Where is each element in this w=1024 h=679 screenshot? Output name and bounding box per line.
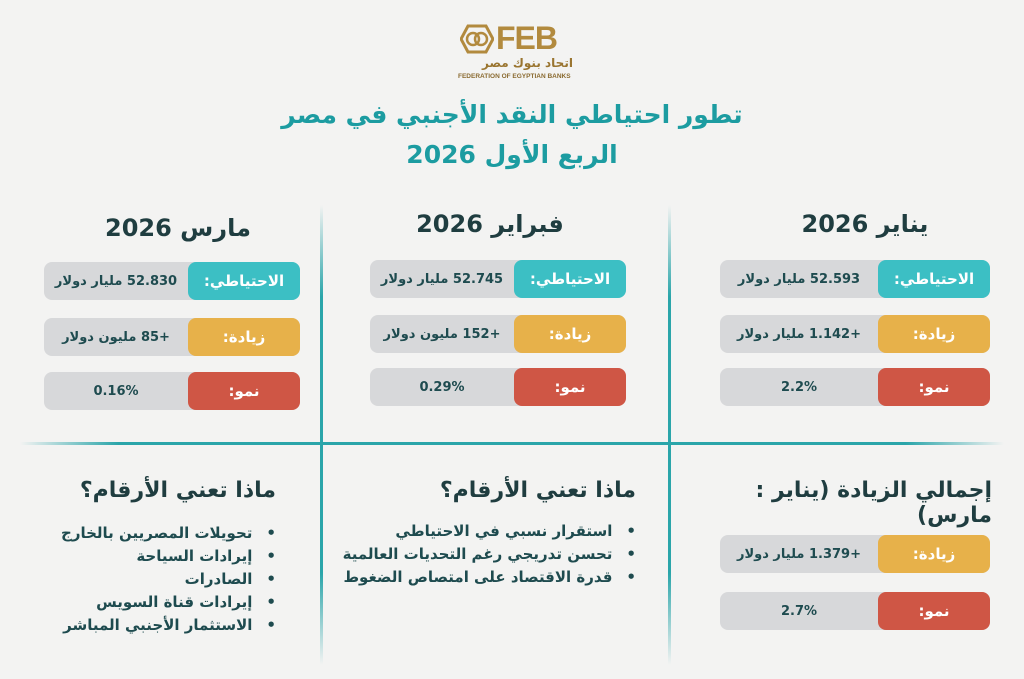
march-heading: مارس 2026 <box>105 214 251 242</box>
january-growth-row: نمو: 2.2% <box>720 368 990 406</box>
growth-value: 2.7% <box>780 603 818 619</box>
total-heading: إجمالي الزيادة (يناير : مارس) <box>755 478 993 528</box>
list-item: إيرادات السياحة <box>30 545 276 568</box>
list-item: إيرادات قناة السويس <box>30 591 276 614</box>
january-heading: يناير 2026 <box>801 210 929 238</box>
increase-value: +1.142 مليار دولار <box>736 326 862 342</box>
january-reserve-row: الاحتياطي: 52.593 مليار دولار <box>720 260 990 298</box>
march-reserve-row: الاحتياطي: 52.830 مليار دولار <box>44 262 300 300</box>
february-reserve-row: الاحتياطي: 52.745 مليار دولار <box>370 260 626 298</box>
reserve-label: الاحتياطي: <box>188 262 300 300</box>
page-subtitle: الربع الأول 2026 <box>406 140 618 169</box>
list-item: الصادرات <box>30 568 276 591</box>
reserve-value: 52.745 مليار دولار <box>380 271 504 287</box>
march-increase-row: زيادة: +85 مليون دولار <box>44 318 300 356</box>
february-growth-row: نمو: 0.29% <box>370 368 626 406</box>
meaning-list-middle: استقرار نسبي في الاحتياطي تحسن تدريجي رغ… <box>340 520 636 589</box>
list-item: الاستثمار الأجنبي المباشر <box>30 614 276 637</box>
page-title: تطور احتياطي النقد الأجنبي في مصر <box>281 100 743 129</box>
meaning-heading-middle: ماذا تعني الأرقام؟ <box>439 478 636 503</box>
growth-label: نمو: <box>878 368 990 406</box>
increase-label: زيادة: <box>188 318 300 356</box>
growth-value: 0.16% <box>93 383 139 399</box>
list-item: استقرار نسبي في الاحتياطي <box>340 520 636 543</box>
reserve-label: الاحتياطي: <box>878 260 990 298</box>
reserve-value: 52.830 مليار دولار <box>54 273 178 289</box>
growth-label: نمو: <box>878 592 990 630</box>
divider-vertical-right <box>668 205 671 665</box>
list-item: تحويلات المصريين بالخارج <box>30 522 276 545</box>
reserve-value: 52.593 مليار دولار <box>737 271 861 287</box>
january-increase-row: زيادة: +1.142 مليار دولار <box>720 315 990 353</box>
growth-label: نمو: <box>188 372 300 410</box>
total-growth-row: نمو: 2.7% <box>720 592 990 630</box>
total-increase-row: زيادة: +1.379 مليار دولار <box>720 535 990 573</box>
increase-value: +85 مليون دولار <box>62 329 170 345</box>
increase-value: +152 مليون دولار <box>383 326 501 342</box>
logo-emblem-icon <box>460 24 494 54</box>
february-heading: فبراير 2026 <box>416 210 564 238</box>
march-growth-row: نمو: 0.16% <box>44 372 300 410</box>
meaning-list-left: تحويلات المصريين بالخارج إيرادات السياحة… <box>30 522 276 637</box>
increase-label: زيادة: <box>878 315 990 353</box>
february-increase-row: زيادة: +152 مليون دولار <box>370 315 626 353</box>
growth-value: 2.2% <box>780 379 818 395</box>
meaning-heading-left: ماذا تعني الأرقام؟ <box>79 478 276 503</box>
divider-vertical-left <box>320 205 323 665</box>
increase-label: زيادة: <box>878 535 990 573</box>
logo-brand: FEB <box>496 20 558 56</box>
growth-value: 0.29% <box>419 379 465 395</box>
increase-value: +1.379 مليار دولار <box>736 546 862 562</box>
logo-arabic: اتحاد بنوك مصر <box>482 56 573 70</box>
reserve-label: الاحتياطي: <box>514 260 626 298</box>
list-item: قدرة الاقتصاد على امتصاص الضغوط <box>340 566 636 589</box>
growth-label: نمو: <box>514 368 626 406</box>
increase-label: زيادة: <box>514 315 626 353</box>
logo-english: FEDERATION OF EGYPTIAN BANKS <box>458 73 571 80</box>
feb-logo: FEB اتحاد بنوك مصر FEDERATION OF EGYPTIA… <box>458 20 578 82</box>
divider-horizontal <box>20 442 1004 445</box>
list-item: تحسن تدريجي رغم التحديات العالمية <box>340 543 636 566</box>
